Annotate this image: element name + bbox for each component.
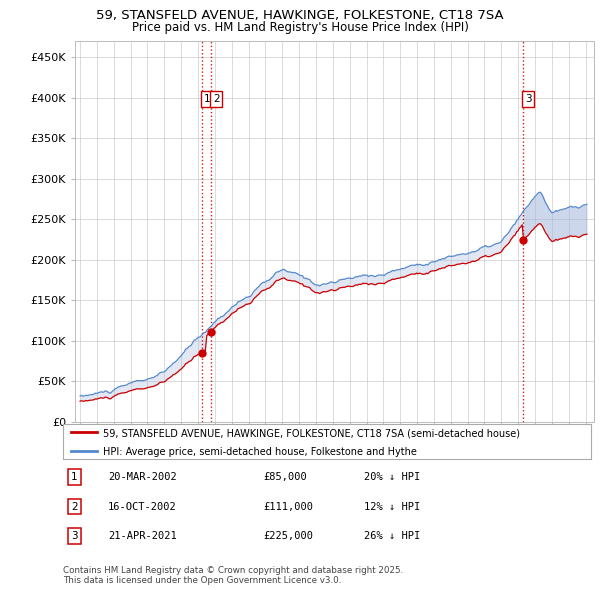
Text: 21-APR-2021: 21-APR-2021 bbox=[108, 531, 176, 541]
Text: £225,000: £225,000 bbox=[263, 531, 314, 541]
Text: 3: 3 bbox=[71, 531, 78, 541]
Text: 20-MAR-2002: 20-MAR-2002 bbox=[108, 472, 176, 482]
Text: 16-OCT-2002: 16-OCT-2002 bbox=[108, 502, 176, 512]
Text: 12% ↓ HPI: 12% ↓ HPI bbox=[364, 502, 420, 512]
Text: £85,000: £85,000 bbox=[263, 472, 307, 482]
Text: 1: 1 bbox=[203, 94, 210, 104]
Text: HPI: Average price, semi-detached house, Folkestone and Hythe: HPI: Average price, semi-detached house,… bbox=[103, 447, 416, 457]
Text: 2: 2 bbox=[213, 94, 220, 104]
Text: Price paid vs. HM Land Registry's House Price Index (HPI): Price paid vs. HM Land Registry's House … bbox=[131, 21, 469, 34]
Text: £111,000: £111,000 bbox=[263, 502, 314, 512]
Text: 20% ↓ HPI: 20% ↓ HPI bbox=[364, 472, 420, 482]
Text: 59, STANSFELD AVENUE, HAWKINGE, FOLKESTONE, CT18 7SA: 59, STANSFELD AVENUE, HAWKINGE, FOLKESTO… bbox=[96, 9, 504, 22]
Text: 59, STANSFELD AVENUE, HAWKINGE, FOLKESTONE, CT18 7SA (semi-detached house): 59, STANSFELD AVENUE, HAWKINGE, FOLKESTO… bbox=[103, 428, 520, 438]
Text: Contains HM Land Registry data © Crown copyright and database right 2025.
This d: Contains HM Land Registry data © Crown c… bbox=[63, 566, 403, 585]
Text: 3: 3 bbox=[525, 94, 532, 104]
Text: 1: 1 bbox=[71, 472, 78, 482]
Text: 26% ↓ HPI: 26% ↓ HPI bbox=[364, 531, 420, 541]
Text: 2: 2 bbox=[71, 502, 78, 512]
